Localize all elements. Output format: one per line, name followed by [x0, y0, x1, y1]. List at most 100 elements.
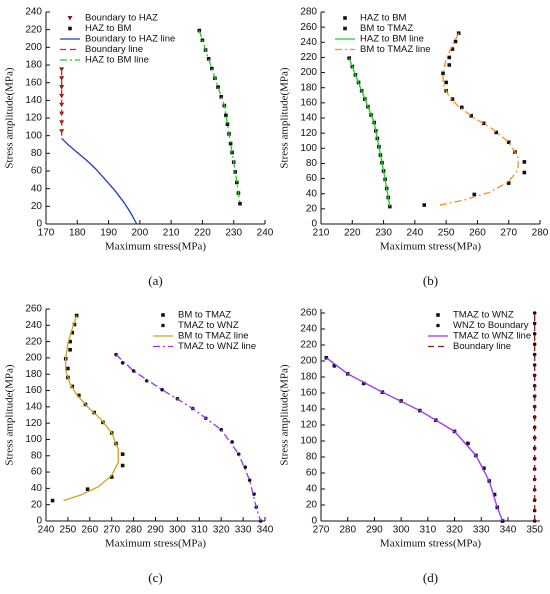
x-tick-label: 210 — [163, 228, 180, 239]
x-axis-label: Maximum stress(MPa) — [105, 538, 206, 550]
legend-label: TMAZ to WNZ — [178, 320, 239, 331]
marker — [450, 47, 455, 51]
y-tick-label: 60 — [31, 166, 43, 177]
x-tick-label: 340 — [500, 525, 517, 536]
caption: (d) — [423, 570, 438, 585]
marker — [59, 67, 65, 72]
marker — [238, 201, 242, 206]
caption: (c) — [148, 570, 162, 585]
chart-panel: 210 220 230 240 250 260 270 280 0 20 40 60 80 100 120 1… — [279, 7, 549, 288]
chart-panel: 270 280 290 300 310 320 330 340 350 0 20 40 60 80 100 1… — [279, 308, 544, 585]
y-tick-label: 0 — [36, 219, 42, 230]
x-tick-label: 290 — [366, 525, 383, 536]
x-tick-label: 240 — [257, 228, 274, 239]
marker — [506, 181, 511, 185]
legend-label: HAZ to BM — [360, 13, 407, 24]
x-tick-label: 320 — [213, 525, 230, 536]
y-tick-label: 80 — [31, 148, 43, 159]
marker — [447, 63, 452, 67]
x-tick-label: 250 — [438, 228, 455, 239]
x-tick-label: 240 — [38, 525, 55, 536]
chart-panel: 170 180 190 200 210 220 230 240 0 20 40 60 80 100 120 1… — [4, 7, 274, 288]
marker — [522, 160, 527, 164]
y-tick-label: 240 — [25, 7, 42, 18]
y-tick-label: 0 — [36, 516, 42, 527]
y-tick-label: 40 — [31, 483, 43, 494]
y-tick-label: 220 — [300, 340, 317, 351]
marker — [66, 366, 70, 371]
marker — [243, 465, 248, 469]
y-tick-label: 280 — [300, 7, 317, 18]
y-tick-label: 200 — [25, 42, 42, 53]
marker — [447, 55, 452, 60]
marker — [59, 93, 65, 99]
legend-label: Boundary to HAZ line — [85, 34, 175, 45]
marker — [361, 381, 366, 386]
x-tick-label: 180 — [69, 228, 86, 239]
y-tick-label: 180 — [25, 369, 42, 380]
marker — [219, 95, 223, 99]
legend-label: BM to TMAZ line — [360, 44, 431, 55]
marker — [59, 85, 65, 90]
marker — [206, 57, 211, 61]
caption: (a) — [148, 273, 162, 288]
marker — [436, 323, 440, 328]
marker — [68, 339, 72, 344]
y-tick-label: 260 — [25, 304, 42, 315]
y-tick-label: 100 — [25, 130, 42, 141]
marker — [522, 170, 527, 175]
marker — [444, 80, 448, 85]
marker — [68, 347, 72, 352]
x-tick-label: 330 — [235, 525, 252, 536]
y-tick-label: 0 — [311, 219, 317, 230]
x-tick-label: 260 — [469, 228, 486, 239]
marker — [422, 203, 427, 207]
marker — [343, 16, 347, 20]
x-tick-label: 190 — [100, 228, 117, 239]
marker — [532, 321, 537, 326]
x-tick-label: 220 — [194, 228, 211, 239]
y-tick-label: 160 — [25, 77, 42, 88]
marker — [388, 204, 392, 209]
marker — [436, 313, 440, 317]
y-tick-label: 80 — [306, 452, 318, 463]
chart-panel: 240 250 260 270 280 290 300 310 320 330 340 0 20 40 60… — [4, 304, 274, 585]
x-tick-label: 280 — [125, 525, 142, 536]
y-tick-label: 160 — [25, 385, 42, 396]
x-tick-label: 300 — [169, 525, 186, 536]
y-tick-label: 20 — [306, 203, 318, 214]
legend-label: Boundary to HAZ — [85, 13, 158, 24]
x-axis-label: Maximum stress(MPa) — [380, 538, 481, 550]
y-axis-label: Stress amplitude(MPa) — [279, 67, 291, 168]
marker — [235, 180, 239, 185]
x-tick-label: 350 — [526, 525, 543, 536]
y-tick-label: 180 — [25, 60, 42, 71]
marker — [74, 313, 79, 318]
x-tick-label: 270 — [500, 228, 517, 239]
y-tick-label: 60 — [306, 468, 318, 479]
y-tick-label: 240 — [300, 37, 317, 48]
series-line — [63, 315, 119, 502]
y-tick-label: 140 — [300, 404, 317, 415]
x-tick-label: 170 — [38, 228, 55, 239]
y-tick-label: 60 — [306, 173, 318, 184]
marker — [216, 85, 220, 89]
y-tick-label: 260 — [300, 308, 317, 319]
x-tick-label: 260 — [81, 525, 98, 536]
marker — [450, 97, 455, 101]
y-tick-label: 180 — [300, 372, 317, 383]
y-tick-label: 220 — [25, 24, 42, 35]
legend-label: TMAZ to WNZ line — [453, 331, 531, 342]
legend-label: HAZ to BM line — [360, 34, 424, 45]
x-tick-label: 200 — [132, 228, 149, 239]
marker — [343, 26, 347, 31]
marker — [494, 130, 498, 135]
x-tick-label: 320 — [446, 525, 463, 536]
y-axis-label: Stress amplitude(MPa) — [4, 67, 16, 168]
caption: (b) — [423, 273, 438, 288]
legend-label: BM to TMAZ — [360, 23, 413, 34]
marker — [109, 475, 114, 479]
y-tick-label: 120 — [300, 128, 317, 139]
